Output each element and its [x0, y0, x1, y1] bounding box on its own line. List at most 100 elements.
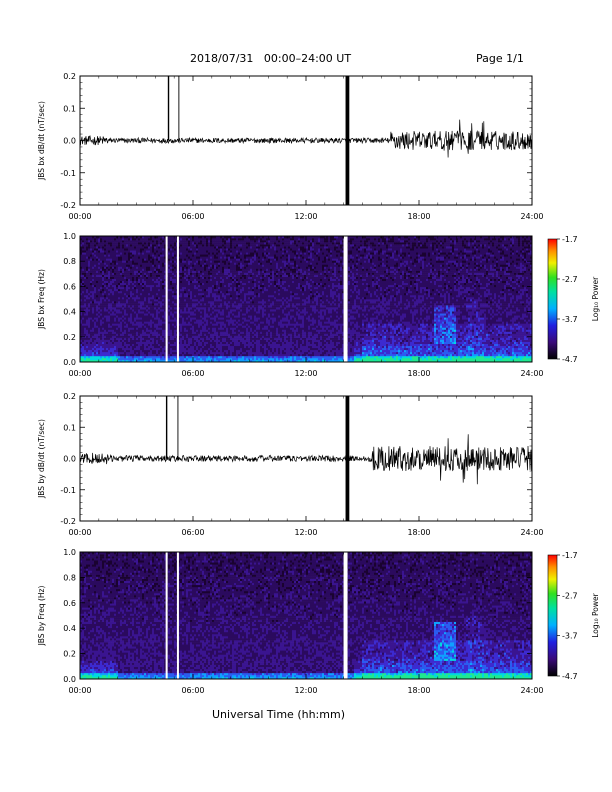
heatmap-cell — [212, 347, 215, 351]
heatmap-cell — [206, 284, 209, 288]
heatmap-cell — [118, 335, 121, 338]
heatmap-cell — [158, 321, 161, 324]
heatmap-cell — [140, 353, 143, 357]
heatmap-cell — [130, 341, 133, 345]
heatmap-cell — [174, 319, 177, 322]
heatmap-cell — [162, 272, 165, 275]
heatmap-cell — [170, 254, 173, 257]
heatmap-cell — [142, 296, 145, 300]
heatmap-cell — [142, 315, 145, 318]
heatmap-cell — [234, 323, 237, 326]
heatmap-cell — [192, 268, 195, 271]
heatmap-cell — [174, 262, 177, 265]
heatmap-cell — [138, 355, 141, 359]
heatmap-cell — [146, 248, 149, 251]
heatmap-cell — [146, 313, 149, 316]
heatmap-cell — [230, 276, 233, 279]
heatmap-cell — [86, 268, 89, 271]
heatmap-cell — [154, 331, 157, 334]
heatmap-cell — [92, 282, 95, 286]
heatmap-cell — [96, 319, 99, 322]
heatmap-cell — [172, 333, 175, 336]
heatmap-cell — [146, 317, 149, 320]
heatmap-cell — [108, 299, 111, 302]
heatmap-cell — [96, 286, 99, 290]
heatmap-cell — [230, 349, 233, 353]
heatmap-cell — [184, 305, 187, 308]
heatmap-cell — [146, 325, 149, 328]
heatmap-cell — [214, 305, 217, 308]
heatmap-cell — [98, 244, 101, 247]
heatmap-cell — [232, 250, 235, 253]
heatmap-cell — [192, 282, 195, 286]
heatmap-cell — [126, 236, 129, 239]
heatmap-cell — [198, 345, 201, 349]
heatmap-cell — [100, 274, 103, 277]
heatmap-cell — [192, 315, 195, 318]
heatmap-cell — [136, 315, 139, 318]
heatmap-cell — [226, 329, 229, 332]
heatmap-cell — [226, 266, 229, 269]
heatmap-cell — [80, 351, 83, 355]
heatmap-cell — [126, 305, 129, 308]
heatmap-cell — [228, 270, 231, 273]
heatmap-cell — [134, 343, 137, 347]
heatmap-cell — [90, 299, 93, 302]
heatmap-cell — [110, 353, 113, 357]
heatmap-cell — [80, 359, 83, 363]
heatmap-cell — [150, 353, 153, 357]
heatmap-cell — [86, 288, 89, 292]
heatmap-cell — [192, 288, 195, 292]
heatmap-cell — [126, 256, 129, 259]
heatmap-cell — [140, 351, 143, 355]
heatmap-cell — [182, 311, 185, 314]
heatmap-cell — [128, 276, 131, 279]
heatmap-cell — [208, 307, 211, 310]
heatmap-cell — [98, 321, 101, 324]
heatmap-cell — [136, 278, 139, 282]
heatmap-cell — [198, 262, 201, 265]
heatmap-cell — [186, 254, 189, 257]
heatmap-cell — [126, 286, 129, 290]
heatmap-cell — [180, 351, 183, 355]
heatmap-cell — [152, 282, 155, 286]
heatmap-cell — [94, 282, 97, 286]
heatmap-cell — [186, 280, 189, 284]
heatmap-cell — [148, 337, 151, 340]
heatmap-cell — [232, 240, 235, 243]
heatmap-cell — [200, 307, 203, 310]
heatmap-cell — [220, 296, 223, 300]
heatmap-cell — [148, 254, 151, 257]
heatmap-cell — [184, 319, 187, 322]
heatmap-cell — [158, 252, 161, 255]
heatmap-cell — [206, 264, 209, 267]
heatmap-cell — [154, 357, 157, 361]
heatmap-cell — [168, 252, 171, 255]
heatmap-cell — [92, 311, 95, 314]
heatmap-cell — [228, 266, 231, 269]
heatmap-cell — [214, 272, 217, 275]
heatmap-cell — [90, 286, 93, 290]
heatmap-cell — [110, 262, 113, 265]
heatmap-cell — [190, 307, 193, 310]
heatmap-cell — [214, 301, 217, 304]
heatmap-cell — [162, 303, 165, 306]
heatmap-cell — [182, 349, 185, 353]
heatmap-cell — [138, 351, 141, 355]
heatmap-cell — [214, 264, 217, 267]
heatmap-cell — [134, 341, 137, 345]
heatmap-cell — [112, 250, 115, 253]
heatmap-cell — [80, 341, 83, 345]
heatmap-cell — [92, 357, 95, 361]
heatmap-cell — [200, 242, 203, 245]
heatmap-cell — [128, 258, 131, 261]
heatmap-cell — [222, 256, 225, 259]
heatmap-cell — [192, 319, 195, 322]
heatmap-cell — [126, 292, 129, 296]
heatmap-cell — [150, 252, 153, 255]
heatmap-cell — [234, 280, 237, 284]
heatmap-cell — [190, 240, 193, 243]
heatmap-cell — [194, 313, 197, 316]
heatmap-cell — [142, 353, 145, 357]
